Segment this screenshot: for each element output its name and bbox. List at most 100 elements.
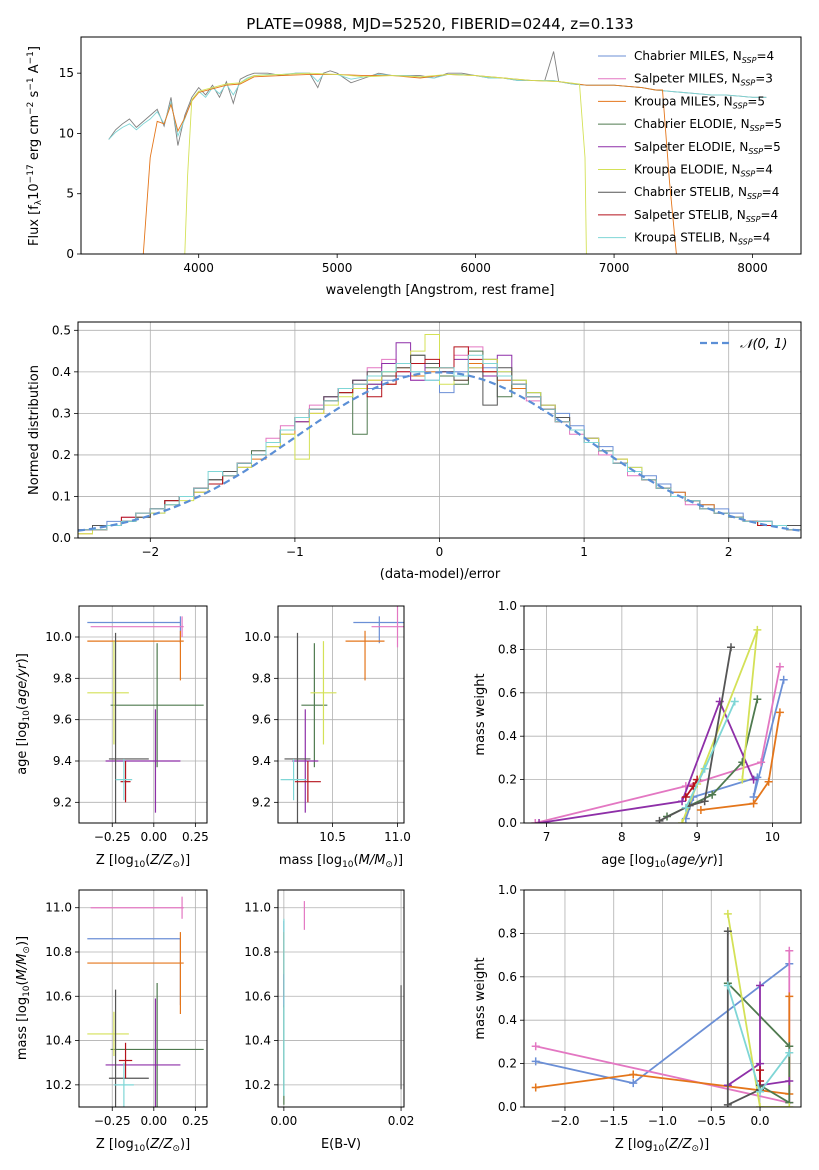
x-axis-label-part: ⊙ — [172, 860, 180, 870]
y-tick-label: 9.2 — [252, 795, 271, 809]
y-tick-label: 0.4 — [52, 365, 71, 379]
y-axis-label-part: ( — [15, 980, 30, 985]
weight-marker — [785, 946, 794, 955]
legend-model: Salpeter MILES, N — [634, 72, 741, 86]
x-axis-label: Z [log10(Z/Z⊙)] — [96, 1137, 190, 1154]
legend-entry: Kroupa MILES, NSSP=5 — [634, 94, 765, 110]
legend-entry: Salpeter STELIB, NSSP=4 — [634, 208, 778, 224]
weight-marker — [756, 1087, 765, 1096]
x-tick-label: −1 — [286, 545, 304, 559]
x-axis-label-part: mass [log — [279, 853, 342, 868]
legend-nssp: =5 — [747, 94, 765, 108]
weight-line — [700, 712, 781, 811]
legend-ssp: SSP — [746, 215, 761, 224]
x-tick-label: 11.0 — [384, 830, 411, 844]
x-axis-label-part: Z [log — [96, 1137, 134, 1152]
x-axis-label-part: ( — [145, 1137, 150, 1152]
y-tick-label: 10.0 — [45, 630, 72, 644]
legend-model: Kroupa MILES, N — [634, 94, 733, 108]
weight-marker — [749, 775, 758, 784]
weight-marker — [700, 797, 709, 806]
y-tick-label: 9.4 — [53, 754, 72, 768]
y-axis-label-part: ] — [27, 46, 42, 51]
weight-marker — [757, 758, 766, 767]
y-tick-label: 10.8 — [45, 945, 72, 959]
legend-ssp: SSP — [747, 192, 762, 201]
axes-frame — [523, 605, 802, 824]
legend-nssp: =4 — [755, 163, 773, 177]
weight-marker — [531, 1083, 540, 1092]
y-axis-label: Flux [fλ10−17 erg cm−2 s−1 A−1] — [26, 46, 44, 246]
x-axis-label-part: 10 — [342, 860, 354, 870]
legend-entry: Kroupa ELODIE, NSSP=4 — [634, 163, 773, 179]
weight-marker — [629, 1079, 638, 1088]
legend-entry: Chabrier STELIB, NSSP=4 — [634, 185, 779, 201]
y-tick-label: 10.4 — [244, 1034, 271, 1048]
chart-spectrum: 4000 5000 6000 7000 8000 0 5 10 15 wavelength [An… — [26, 36, 802, 298]
y-tick-label: 9.8 — [53, 671, 72, 685]
weight-line — [726, 913, 790, 1107]
y-tick-label: 1.0 — [498, 883, 517, 897]
y-axis-label-part: )] — [15, 936, 30, 946]
x-axis-label-part: )] — [699, 1137, 709, 1152]
y-tick-label: 0.0 — [498, 816, 517, 830]
legend-model: Salpeter STELIB, N — [634, 208, 746, 222]
y-tick-label: 0.2 — [498, 1057, 517, 1071]
x-axis-label-part: 10 — [653, 1144, 665, 1154]
x-axis-label-part: M/M — [359, 853, 386, 868]
x-tick-label: 2 — [725, 545, 733, 559]
y-tick-label: 10.8 — [244, 945, 271, 959]
x-tick-label: 0.25 — [182, 1114, 209, 1128]
x-tick-label: −0.5 — [697, 1114, 726, 1128]
figure-title: PLATE=0988, MJD=52520, FIBERID=0244, z=0… — [246, 15, 633, 33]
y-tick-label: 0.8 — [498, 926, 517, 940]
legend-model: Chabrier STELIB, N — [634, 185, 747, 199]
weight-marker — [749, 799, 758, 808]
weight-marker — [531, 819, 540, 823]
y-tick-label: 10.4 — [45, 1034, 72, 1048]
weight-marker — [723, 981, 732, 990]
y-tick-label: 0.4 — [498, 1013, 517, 1027]
y-axis-label-part: −1 — [26, 51, 36, 64]
y-tick-label: 0.6 — [498, 970, 517, 984]
plot-area — [280, 606, 404, 823]
y-tick-label: 11.0 — [244, 901, 271, 915]
weight-line — [538, 699, 755, 823]
legend-entry: Kroupa STELIB, NSSP=4 — [634, 231, 770, 247]
x-axis-label-part: )] — [180, 1137, 190, 1152]
x-tick-label: −1.5 — [599, 1114, 628, 1128]
x-tick-label: 0.00 — [271, 1114, 298, 1128]
plot-area — [283, 901, 402, 1105]
y-tick-label: 0.1 — [52, 489, 71, 503]
y-tick-label: 0.3 — [52, 406, 71, 420]
weight-marker — [531, 1057, 540, 1066]
y-tick-label: 10.2 — [45, 1078, 72, 1092]
weight-line — [659, 647, 732, 822]
y-tick-label: 9.6 — [252, 713, 271, 727]
y-axis-label-part: ( — [15, 705, 30, 710]
y-axis-label-part: age/yr — [15, 662, 30, 705]
weight-line — [535, 666, 781, 823]
y-tick-label: 0.4 — [498, 729, 517, 743]
x-tick-label: 0.00 — [140, 830, 167, 844]
legend-ssp: SSP — [738, 238, 753, 247]
y-tick-label: 0.6 — [498, 686, 517, 700]
legend-nssp: =4 — [753, 231, 771, 245]
x-axis-label: mass [log10(M/M⊙)] — [279, 853, 403, 870]
y-axis-label: mass [log10(M/M⊙)] — [15, 936, 32, 1060]
x-axis-label-part: ( — [664, 1137, 669, 1152]
x-tick-label: 0.0 — [750, 1114, 769, 1128]
x-tick-label: 0 — [436, 545, 444, 559]
y-axis-label-part: 10 — [22, 985, 32, 997]
y-axis-label-part: λ — [34, 199, 44, 205]
histogram-step — [78, 354, 801, 538]
x-axis-label-part: ⊙ — [691, 1144, 699, 1154]
x-tick-label: −1.0 — [648, 1114, 677, 1128]
weight-marker — [779, 675, 788, 684]
x-axis-label-part: Z [log — [615, 1137, 653, 1152]
axes-frame — [78, 605, 208, 824]
y-axis-label-part: ⊙ — [22, 946, 32, 954]
y-tick-label: 15 — [59, 66, 74, 80]
chart-weight-vs-age: 7 8 9 10 0.0 0.2 0.4 0.6 0.8 1.0 mass weight age [l… — [473, 599, 802, 870]
legend-entry: Salpeter MILES, NSSP=3 — [634, 72, 773, 88]
